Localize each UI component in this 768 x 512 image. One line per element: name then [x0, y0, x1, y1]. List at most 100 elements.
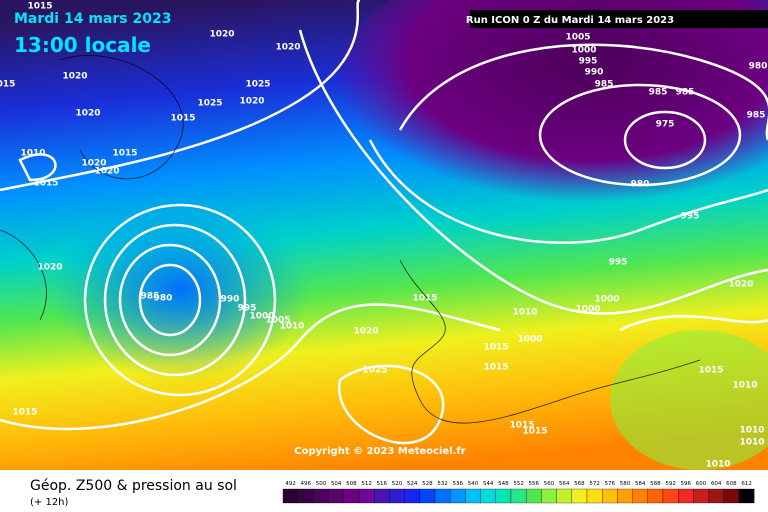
isobar-label: 1010 [705, 460, 730, 470]
scale-swatch [647, 488, 664, 504]
scale-label: 592 [665, 481, 676, 487]
scale-swatch [678, 488, 694, 504]
isobar-label: 995 [609, 258, 628, 268]
scale-label: 612 [741, 481, 752, 487]
run-banner [470, 10, 768, 28]
copyright: Copyright © 2023 Meteociel.fr [294, 446, 465, 457]
coastlines [0, 55, 701, 424]
scale-swatch [298, 488, 314, 504]
scale-swatch [419, 488, 436, 504]
isobar-label: 1020 [728, 280, 753, 290]
scale-label: 500 [316, 481, 327, 487]
scale-swatch [571, 488, 588, 504]
scale-label: 580 [620, 481, 631, 487]
isobar-label: 1010 [732, 381, 757, 391]
isobar-label: 1015 [483, 363, 508, 373]
isobar-label: 985 [595, 80, 614, 90]
time-label: 13:00 locale [14, 33, 151, 57]
isobar-label: 1015 [33, 179, 58, 189]
isobar-label: 990 [221, 295, 240, 305]
isobar-label: 1000 [249, 312, 274, 322]
isobar-label: 1005 [565, 33, 590, 43]
scale-swatch [480, 488, 496, 504]
isobar-label: 1025 [245, 80, 270, 90]
scale-swatch [738, 488, 755, 504]
isobar-label: 1020 [209, 30, 234, 40]
scale-label: 544 [483, 481, 494, 487]
scale-swatch [693, 488, 709, 504]
scale-swatch [632, 488, 648, 504]
scale-swatch [495, 488, 512, 504]
scale-swatch [602, 488, 618, 504]
isobar-label: 1010 [20, 149, 45, 159]
isobar-label: 015 [0, 80, 15, 90]
scale-label: 528 [422, 481, 433, 487]
scale-swatch [526, 488, 542, 504]
scale-label: 564 [559, 481, 570, 487]
scale-label: 584 [635, 481, 646, 487]
isobar-label: 1015 [27, 2, 52, 12]
scale-swatch [662, 488, 679, 504]
scale-swatch [723, 488, 740, 504]
isobar-label: 1010 [739, 438, 764, 448]
isobar-label: 985 [747, 111, 766, 121]
isobar-label: 990 [585, 68, 604, 78]
isobar-label: 985 [676, 88, 695, 98]
isobar-label: 1025 [197, 99, 222, 109]
scale-swatch [708, 488, 724, 504]
scale-label: 496 [301, 481, 312, 487]
run-label: Run ICON 0 Z du Mardi 14 mars 2023 [466, 15, 674, 26]
scale-label: 568 [574, 481, 585, 487]
date-label: Mardi 14 mars 2023 [14, 11, 171, 27]
isobar-label: 1015 [483, 343, 508, 353]
scale-label: 492 [285, 481, 296, 487]
scale-label: 608 [726, 481, 737, 487]
scale-swatch [389, 488, 405, 504]
footer-title: Géop. Z500 & pression au sol [30, 478, 237, 494]
isobar-label: 1010 [512, 308, 537, 318]
isobar-label: 1015 [509, 421, 534, 431]
scale-swatch [313, 488, 329, 504]
scale-label: 572 [589, 481, 600, 487]
scale-label: 560 [544, 481, 555, 487]
isobar-label: 1020 [81, 159, 106, 169]
isobar-label: 1020 [275, 43, 300, 53]
scale-swatch [374, 488, 390, 504]
green-area [610, 330, 768, 470]
isobar-label: 1000 [517, 335, 542, 345]
isobar-label: 975 [656, 120, 675, 130]
scale-label: 520 [392, 481, 403, 487]
scale-label: 552 [513, 481, 524, 487]
isobar-label: 995 [681, 212, 700, 222]
isobar-label: 1000 [594, 295, 619, 305]
isobar-label: 1005 [265, 316, 290, 326]
scale-swatch [434, 488, 451, 504]
scale-label: 604 [711, 481, 722, 487]
isobar-label: 1015 [170, 114, 195, 124]
scale-swatch [510, 488, 527, 504]
scale-swatch [404, 488, 420, 504]
scale-swatch [586, 488, 603, 504]
low-pressure [50, 200, 310, 380]
isobars [0, 0, 768, 443]
footer-lead: (+ 12h) [30, 497, 69, 508]
isobar-label: 1020 [353, 327, 378, 337]
scale-label: 596 [681, 481, 692, 487]
scale-label: 512 [361, 481, 372, 487]
isobar-label: 1025 [362, 366, 387, 376]
scale-swatch [358, 488, 375, 504]
scale-label: 532 [437, 481, 448, 487]
scale-label: 600 [696, 481, 707, 487]
isobar-label: 1015 [412, 294, 437, 304]
isobar-label: 1020 [94, 167, 119, 177]
scale-label: 524 [407, 481, 418, 487]
isobar-label: 1015 [698, 366, 723, 376]
scale-label: 504 [331, 481, 342, 487]
scale-swatch [617, 488, 633, 504]
isobar-label: 1015 [12, 408, 37, 418]
isobar-label: 985 [141, 292, 160, 302]
scale-swatch [343, 488, 360, 504]
isobar-label: 1020 [239, 97, 264, 107]
scale-swatch [282, 488, 299, 504]
